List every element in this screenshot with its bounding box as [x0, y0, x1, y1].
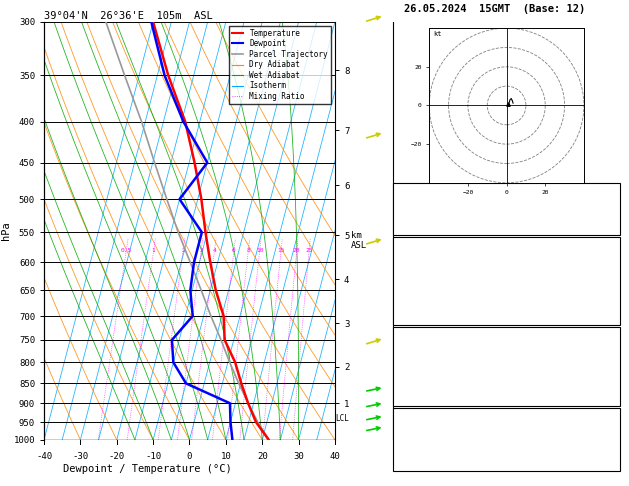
- Text: 2: 2: [181, 248, 185, 253]
- Text: EH: EH: [402, 420, 413, 429]
- Text: 20: 20: [257, 452, 267, 461]
- Text: © weatheronline.co.uk: © weatheronline.co.uk: [451, 429, 556, 438]
- Y-axis label: hPa: hPa: [1, 222, 11, 240]
- Text: Lifted Index: Lifted Index: [402, 289, 471, 298]
- Text: Dewpoint / Temperature (°C): Dewpoint / Temperature (°C): [64, 464, 232, 474]
- Text: 3: 3: [199, 248, 203, 253]
- Text: 3: 3: [606, 458, 611, 467]
- Text: StmDir: StmDir: [402, 445, 437, 454]
- Text: CAPE (J): CAPE (J): [402, 302, 448, 312]
- Text: PW (cm)        1.6: PW (cm) 1.6: [402, 219, 505, 228]
- Text: 21.8: 21.8: [588, 249, 611, 258]
- Text: StmSpd (kt): StmSpd (kt): [402, 458, 465, 467]
- Text: 1: 1: [152, 248, 155, 253]
- Text: 10: 10: [256, 248, 264, 253]
- Text: θₑ (K): θₑ (K): [402, 353, 437, 362]
- Text: 20: 20: [293, 248, 301, 253]
- Text: 0.5: 0.5: [121, 248, 132, 253]
- Text: 78: 78: [600, 396, 611, 404]
- Text: Surface: Surface: [486, 241, 526, 249]
- Bar: [393, 183, 620, 235]
- Text: 320: 320: [594, 276, 611, 285]
- Text: 5: 5: [606, 382, 611, 390]
- Text: 320: 320: [594, 353, 611, 362]
- Text: Totals Totals  46: Totals Totals 46: [402, 203, 499, 212]
- Text: 0: 0: [187, 452, 192, 461]
- Text: 11.8: 11.8: [588, 262, 611, 271]
- Text: 78: 78: [600, 316, 611, 325]
- Text: 5: 5: [606, 302, 611, 312]
- Text: 1000: 1000: [588, 339, 611, 347]
- Text: SREH: SREH: [402, 433, 425, 442]
- Text: -20: -20: [109, 452, 125, 461]
- Text: Lifted Index: Lifted Index: [402, 367, 471, 376]
- Text: CIN (J): CIN (J): [402, 396, 442, 404]
- Text: -10: -10: [145, 452, 161, 461]
- Text: 6: 6: [232, 248, 236, 253]
- Y-axis label: km
ASL: km ASL: [351, 231, 367, 250]
- Text: 1: 1: [606, 367, 611, 376]
- Text: 39°04'N  26°36'E  105m  ASL: 39°04'N 26°36'E 105m ASL: [44, 11, 213, 21]
- Text: 15: 15: [277, 248, 285, 253]
- Legend: Temperature, Dewpoint, Parcel Trajectory, Dry Adiabat, Wet Adiabat, Isotherm, Mi: Temperature, Dewpoint, Parcel Trajectory…: [229, 26, 331, 104]
- Text: 40: 40: [330, 452, 340, 461]
- Text: CIN (J): CIN (J): [402, 316, 442, 325]
- Text: θₑ(K): θₑ(K): [402, 276, 431, 285]
- Text: 30: 30: [293, 452, 304, 461]
- Text: 26.05.2024  15GMT  (Base: 12): 26.05.2024 15GMT (Base: 12): [404, 3, 586, 14]
- Text: -40: -40: [36, 452, 52, 461]
- Text: 1: 1: [606, 289, 611, 298]
- Text: 4: 4: [213, 248, 216, 253]
- Text: -30: -30: [72, 452, 89, 461]
- Bar: [393, 408, 620, 471]
- Text: CAPE (J): CAPE (J): [402, 382, 448, 390]
- Text: Pressure (mb): Pressure (mb): [402, 339, 477, 347]
- Text: Hodograph: Hodograph: [481, 412, 533, 421]
- Bar: [393, 237, 620, 325]
- Text: LCL: LCL: [335, 414, 349, 423]
- Text: Dewp (°C): Dewp (°C): [402, 262, 454, 271]
- Bar: [393, 327, 620, 406]
- Text: 34: 34: [600, 433, 611, 442]
- Text: K             -3: K -3: [402, 187, 494, 196]
- Text: 43: 43: [600, 420, 611, 429]
- Text: 107°: 107°: [588, 445, 611, 454]
- Text: 25: 25: [305, 248, 313, 253]
- Text: 8: 8: [247, 248, 250, 253]
- Text: Temp (°C): Temp (°C): [402, 249, 454, 258]
- Text: Most Unstable: Most Unstable: [469, 330, 544, 339]
- Text: 10: 10: [221, 452, 231, 461]
